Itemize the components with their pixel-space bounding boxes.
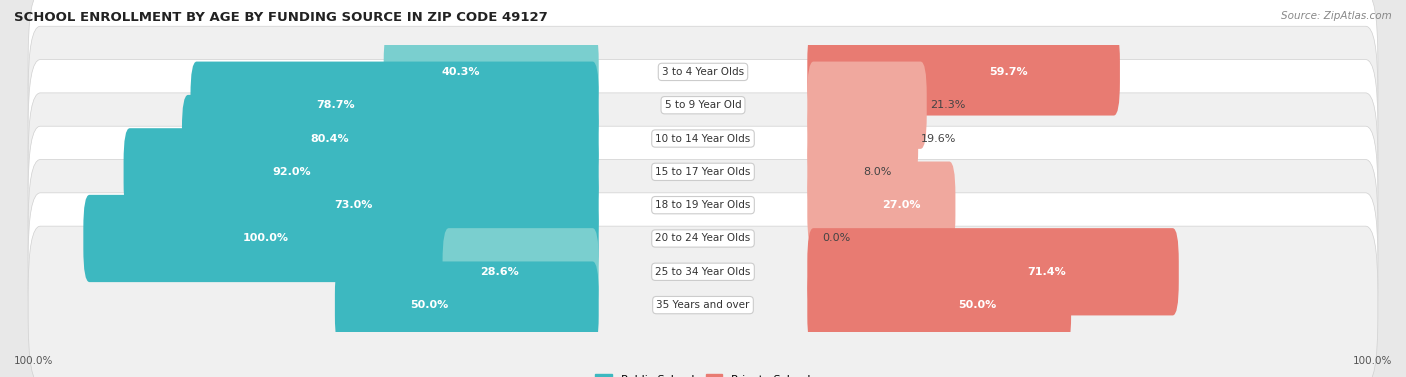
Text: 0.0%: 0.0%	[823, 233, 851, 244]
FancyBboxPatch shape	[181, 95, 599, 182]
FancyBboxPatch shape	[83, 195, 599, 282]
Text: 100.0%: 100.0%	[243, 233, 288, 244]
FancyBboxPatch shape	[28, 226, 1378, 377]
Text: 18 to 19 Year Olds: 18 to 19 Year Olds	[655, 200, 751, 210]
FancyBboxPatch shape	[807, 128, 860, 216]
Text: Source: ZipAtlas.com: Source: ZipAtlas.com	[1281, 11, 1392, 21]
Text: 50.0%: 50.0%	[957, 300, 995, 310]
Text: 80.4%: 80.4%	[311, 133, 349, 144]
Text: 20 to 24 Year Olds: 20 to 24 Year Olds	[655, 233, 751, 244]
Text: 21.3%: 21.3%	[929, 100, 965, 110]
Text: 10 to 14 Year Olds: 10 to 14 Year Olds	[655, 133, 751, 144]
FancyBboxPatch shape	[28, 26, 1378, 184]
FancyBboxPatch shape	[28, 60, 1378, 218]
FancyBboxPatch shape	[28, 159, 1378, 317]
Text: 40.3%: 40.3%	[441, 67, 479, 77]
FancyBboxPatch shape	[28, 93, 1378, 251]
Text: 73.0%: 73.0%	[335, 200, 373, 210]
FancyBboxPatch shape	[335, 262, 599, 349]
Text: 28.6%: 28.6%	[479, 267, 519, 277]
FancyBboxPatch shape	[807, 228, 1178, 316]
Text: 100.0%: 100.0%	[1353, 356, 1392, 366]
FancyBboxPatch shape	[28, 126, 1378, 284]
FancyBboxPatch shape	[384, 28, 599, 115]
Text: 59.7%: 59.7%	[990, 67, 1028, 77]
FancyBboxPatch shape	[124, 128, 599, 216]
Text: 71.4%: 71.4%	[1028, 267, 1066, 277]
FancyBboxPatch shape	[807, 161, 956, 249]
FancyBboxPatch shape	[28, 0, 1378, 151]
Text: 25 to 34 Year Olds: 25 to 34 Year Olds	[655, 267, 751, 277]
Text: 5 to 9 Year Old: 5 to 9 Year Old	[665, 100, 741, 110]
Text: 27.0%: 27.0%	[883, 200, 921, 210]
Text: SCHOOL ENROLLMENT BY AGE BY FUNDING SOURCE IN ZIP CODE 49127: SCHOOL ENROLLMENT BY AGE BY FUNDING SOUR…	[14, 11, 548, 24]
Text: 78.7%: 78.7%	[316, 100, 354, 110]
FancyBboxPatch shape	[807, 61, 927, 149]
FancyBboxPatch shape	[219, 161, 599, 249]
Legend: Public School, Private School: Public School, Private School	[591, 369, 815, 377]
Text: 100.0%: 100.0%	[14, 356, 53, 366]
Text: 35 Years and over: 35 Years and over	[657, 300, 749, 310]
Text: 15 to 17 Year Olds: 15 to 17 Year Olds	[655, 167, 751, 177]
Text: 92.0%: 92.0%	[273, 167, 311, 177]
Text: 3 to 4 Year Olds: 3 to 4 Year Olds	[662, 67, 744, 77]
FancyBboxPatch shape	[190, 61, 599, 149]
FancyBboxPatch shape	[807, 28, 1121, 115]
FancyBboxPatch shape	[443, 228, 599, 316]
Text: 8.0%: 8.0%	[863, 167, 891, 177]
FancyBboxPatch shape	[807, 95, 918, 182]
Text: 50.0%: 50.0%	[411, 300, 449, 310]
FancyBboxPatch shape	[807, 262, 1071, 349]
Text: 19.6%: 19.6%	[921, 133, 956, 144]
FancyBboxPatch shape	[28, 193, 1378, 351]
